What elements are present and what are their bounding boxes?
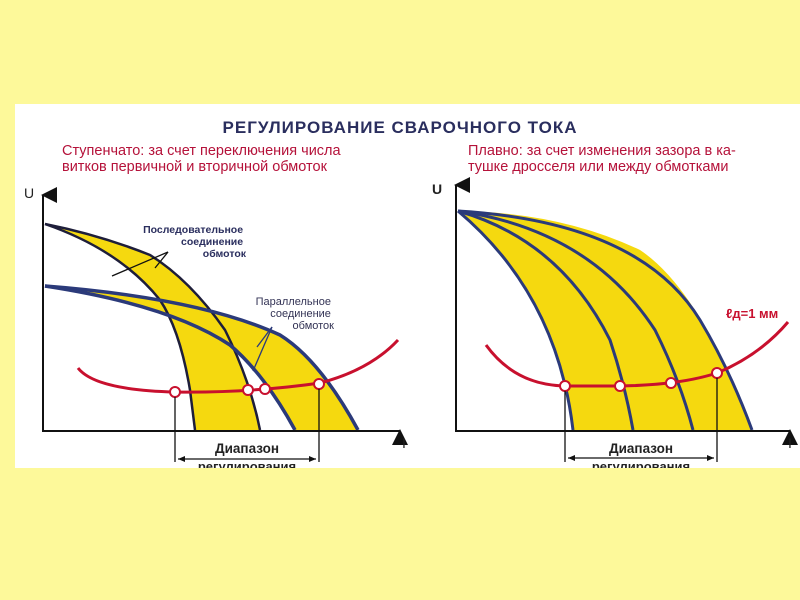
intersection-point: [711, 367, 723, 379]
intersection-point: [259, 383, 271, 395]
parallel-curve-inner: [44, 284, 297, 431]
right-subtitle: Плавно: за счет изменения зазора в ка- т…: [468, 143, 736, 175]
intersection-point: [169, 386, 181, 398]
gap-band-fill: [458, 211, 752, 430]
right-subtitle-line2: тушке дросселя или между обмотками: [468, 159, 729, 175]
gap-curve-2: [457, 209, 635, 431]
right-range-label-1: Диапазон: [609, 441, 673, 456]
intersection-point: [614, 380, 626, 392]
bottom-margin: [0, 468, 800, 600]
left-subtitle-line1: Ступенчато: за счет переключения числа: [62, 143, 341, 159]
right-chart: ℓд=1 мм U I Диапазон регулирования: [432, 177, 798, 474]
parallel-connection-label: Параллельное соединение обмоток: [256, 296, 335, 332]
page-title: РЕГУЛИРОВАНИЕ СВАРОЧНОГО ТОКА: [222, 118, 578, 137]
series-connection-label: Последовательное соединение обмоток: [143, 224, 247, 260]
series-band-fill: [45, 224, 260, 430]
parallel-band-fill: [45, 286, 358, 430]
left-chart: U I Последовательное соединение обмоток …: [24, 185, 408, 474]
parallel-leader-line: [252, 326, 273, 372]
intersection-point: [559, 380, 571, 392]
left-subtitle: Ступенчато: за счет переключения числа в…: [62, 143, 341, 175]
series-curve-outer: [44, 222, 262, 431]
left-range-label-1: Диапазон: [215, 441, 279, 456]
left-y-label: U: [24, 185, 34, 201]
parallel-leader-line: [256, 326, 273, 348]
right-y-label: U: [432, 181, 442, 197]
arc-length-label: ℓд=1 мм: [726, 306, 778, 321]
left-x-label: I: [402, 435, 406, 451]
series-leader-line: [111, 251, 169, 277]
left-subtitle-line2: витков первичной и вторичной обмоток: [62, 159, 327, 175]
intersection-point: [665, 377, 677, 389]
right-x-label: I: [788, 435, 792, 451]
right-subtitle-line1: Плавно: за счет изменения зазора в ка-: [468, 143, 736, 159]
gap-curve-3: [457, 209, 695, 431]
intersection-point: [313, 378, 325, 390]
intersection-point: [242, 384, 254, 396]
gap-curve-4: [457, 209, 754, 431]
series-leader-line: [154, 251, 169, 269]
gap-curve-1: [457, 209, 575, 431]
